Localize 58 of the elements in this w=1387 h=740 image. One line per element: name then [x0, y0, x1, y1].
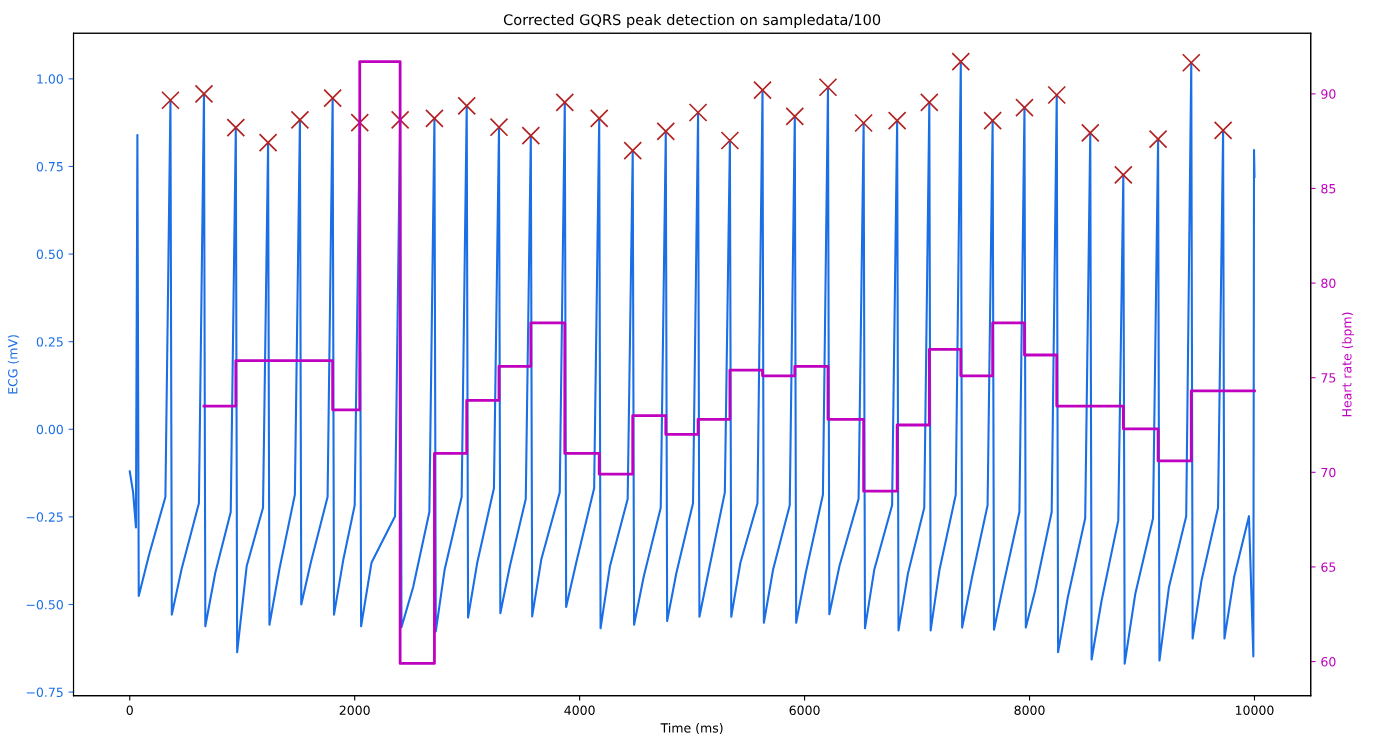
point [785, 107, 805, 126]
point [194, 84, 214, 104]
point [226, 118, 246, 137]
x-tick-label: 2000 [339, 705, 370, 715]
point [161, 90, 180, 110]
point [1213, 121, 1233, 140]
y-tick-label: 0.50 [36, 249, 63, 259]
y2-tick-label: 70 [1321, 467, 1336, 478]
point [555, 92, 575, 112]
y-tick-label: 0.25 [36, 337, 63, 347]
x-tick-label: 6000 [789, 705, 820, 715]
point [258, 133, 278, 152]
point [951, 52, 971, 72]
y-tick-label: −0.25 [26, 512, 63, 522]
point [1047, 85, 1067, 105]
point [390, 110, 410, 130]
y2-tick-label: 60 [1321, 657, 1336, 667]
y-tick-label: 0.00 [36, 424, 63, 435]
y2-tick-label: 85 [1321, 183, 1336, 194]
y2-axis-title: Heart rate (bpm) [1341, 312, 1354, 417]
y2-tick-label: 90 [1321, 89, 1336, 99]
point [425, 109, 444, 128]
y-tick-label: 1.00 [37, 74, 63, 84]
x-tick-label: 10000 [1235, 705, 1274, 715]
y-tick-label: 0.75 [36, 161, 63, 172]
point [656, 122, 676, 141]
point [1113, 165, 1133, 185]
point [521, 126, 541, 145]
y2-tick-label: 80 [1321, 278, 1336, 289]
point [1148, 129, 1168, 149]
point [887, 111, 907, 130]
x-axis-title: Time (ms) [660, 722, 723, 735]
point [854, 113, 873, 133]
chart-title: Corrected GQRS peak detection on sampledata/100 [503, 13, 881, 28]
y2-tick-label: 75 [1321, 373, 1336, 383]
y2-tick-label: 65 [1321, 562, 1336, 572]
point [983, 111, 1002, 130]
point [753, 80, 772, 100]
point [818, 77, 838, 97]
point [720, 131, 740, 150]
point [919, 92, 939, 112]
point [489, 117, 509, 137]
y-tick-label: −0.75 [26, 687, 63, 698]
x-tick-label: 8000 [1014, 705, 1045, 715]
y-axis-title: ECG (mV) [7, 335, 19, 394]
point [1080, 123, 1100, 143]
point [290, 110, 310, 130]
y-tick-label: −0.50 [26, 599, 63, 610]
point [623, 141, 643, 161]
x-tick-label: 0 [126, 705, 133, 715]
point [1015, 98, 1034, 117]
point [323, 88, 342, 108]
point [688, 103, 708, 122]
x-tick-label: 4000 [564, 705, 595, 715]
point [589, 109, 609, 128]
point [457, 96, 477, 116]
point [350, 113, 370, 132]
point [1181, 53, 1201, 73]
